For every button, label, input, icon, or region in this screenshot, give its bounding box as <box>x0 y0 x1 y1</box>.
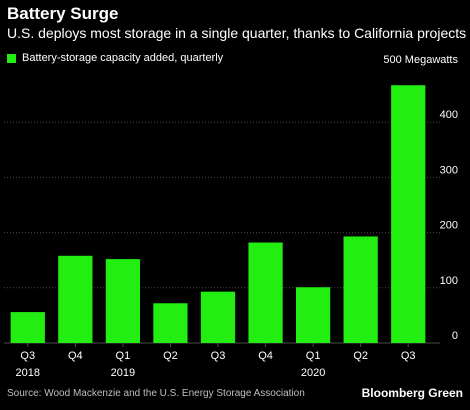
x-year-label: 2018 <box>16 367 40 379</box>
source-note: Source: Wood Mackenzie and the U.S. Ener… <box>7 388 305 399</box>
bar <box>200 291 236 343</box>
x-tick-label: Q4 <box>258 350 273 362</box>
x-tick-label: Q2 <box>163 350 178 362</box>
x-tick-label: Q3 <box>401 350 416 362</box>
x-tick-label: Q1 <box>116 350 131 362</box>
bar <box>295 287 331 343</box>
y-tick-label: 100 <box>440 275 458 287</box>
legend-label: Battery-storage capacity added, quarterl… <box>22 52 224 64</box>
x-tick-label: Q2 <box>353 350 368 362</box>
y-unit-label: 500 Megawatts <box>383 54 458 66</box>
bar <box>58 255 93 343</box>
x-year-label: 2020 <box>301 367 325 379</box>
y-tick-label: 200 <box>440 220 458 232</box>
y-tick-label: 0 <box>452 330 458 342</box>
bar <box>105 259 141 343</box>
bar <box>343 236 378 343</box>
x-tick-label: Q3 <box>20 350 35 362</box>
legend-swatch <box>7 53 16 63</box>
bar <box>10 312 45 343</box>
chart-title: Battery Surge <box>7 4 119 23</box>
bar <box>248 242 283 343</box>
bar <box>153 303 188 343</box>
bar <box>391 85 426 343</box>
chart-subtitle: U.S. deploys most storage in a single qu… <box>7 25 467 41</box>
chart-legend: Battery-storage capacity added, quarterl… <box>7 52 223 64</box>
x-tick-label: Q3 <box>211 350 226 362</box>
x-year-label: 2019 <box>111 367 135 379</box>
y-tick-label: 300 <box>440 164 458 176</box>
brand-logo-text: Bloomberg Green <box>361 386 463 400</box>
y-tick-label: 400 <box>440 109 458 121</box>
x-tick-label: Q4 <box>68 350 83 362</box>
x-tick-label: Q1 <box>306 350 321 362</box>
